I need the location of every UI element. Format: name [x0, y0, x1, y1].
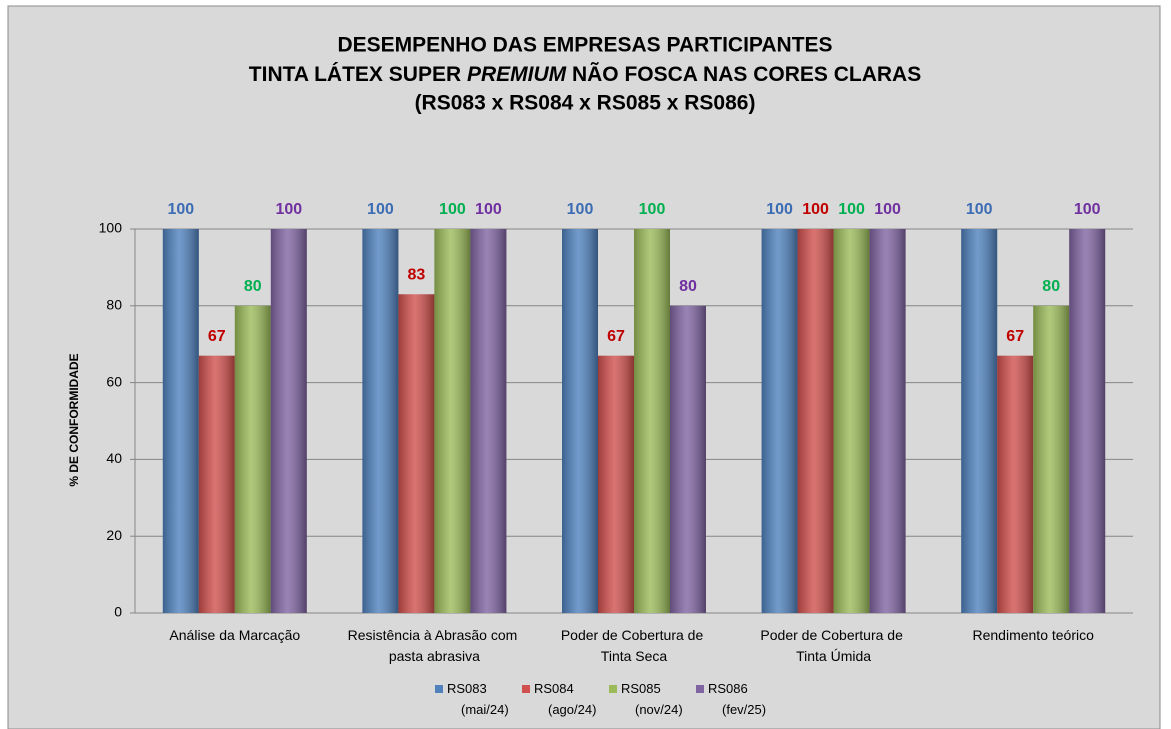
- legend-swatch: [609, 685, 617, 693]
- legend-label: RS085 (nov/24): [621, 681, 683, 717]
- bar-shade: [562, 229, 598, 613]
- chart-title-part: NÃO FOSCA NAS CORES CLARAS: [566, 63, 921, 86]
- legend-swatch: [696, 685, 704, 693]
- y-tick-label: 20: [106, 527, 122, 543]
- chart-title-part: PREMIUM: [467, 63, 567, 86]
- legend-swatch: [522, 685, 530, 693]
- value-label: 100: [639, 201, 666, 218]
- value-label: 100: [475, 201, 502, 218]
- value-label: 67: [1006, 328, 1024, 345]
- value-label: 100: [275, 201, 302, 218]
- y-tick-label: 0: [114, 604, 122, 620]
- bar-shade: [398, 294, 435, 613]
- value-label: 83: [408, 266, 426, 283]
- x-tick-label: Resistência à Abrasão com pasta abrasiva: [348, 627, 522, 664]
- bar-shade: [670, 305, 706, 613]
- value-label: 100: [367, 201, 394, 218]
- bar-shade: [362, 229, 399, 613]
- bar-shade: [162, 229, 199, 613]
- x-tick-label: Rendimento teórico: [972, 627, 1094, 643]
- bar-shade: [634, 229, 670, 613]
- value-label: 100: [167, 201, 194, 218]
- chart-title: DESEMPENHO DAS EMPRESAS PARTICIPANTES: [337, 34, 832, 57]
- value-label: 100: [966, 201, 993, 218]
- bar-shade: [797, 229, 834, 613]
- bar-shade: [234, 305, 271, 613]
- bar-shade: [1069, 229, 1106, 613]
- bar-shade: [869, 229, 906, 613]
- legend-swatch: [435, 685, 443, 693]
- bar-shade: [1033, 305, 1070, 613]
- bar-shade: [961, 229, 998, 613]
- y-tick-label: 80: [106, 297, 122, 313]
- bar-shade: [434, 229, 471, 613]
- value-label: 100: [567, 201, 594, 218]
- x-tick-label: Análise da Marcação: [169, 627, 300, 643]
- legend-label: RS086 (fev/25): [708, 681, 766, 717]
- value-label: 100: [874, 201, 901, 218]
- bar-shade: [761, 229, 798, 613]
- value-label: 80: [679, 278, 697, 295]
- value-label: 100: [439, 201, 466, 218]
- bar-shade: [198, 355, 235, 613]
- value-label: 100: [802, 201, 829, 218]
- legend-label: RS084 (ago/24): [534, 681, 596, 717]
- value-label: 100: [838, 201, 865, 218]
- value-label: 67: [607, 328, 625, 345]
- value-label: 100: [1074, 201, 1101, 218]
- chart-title: TINTA LÁTEX SUPER PREMIUM NÃO FOSCA NAS …: [249, 63, 921, 86]
- bar-shade: [997, 355, 1034, 613]
- bar-shade: [833, 229, 870, 613]
- y-axis-label: % DE CONFORMIDADE: [67, 353, 81, 486]
- value-label: 67: [208, 328, 226, 345]
- y-tick-label: 100: [99, 220, 123, 236]
- value-label: 100: [766, 201, 793, 218]
- legend-label: RS083 (mai/24): [447, 681, 509, 717]
- chart-title: (RS083 x RS084 x RS085 x RS086): [415, 92, 756, 115]
- y-tick-label: 60: [106, 373, 122, 389]
- value-label: 80: [1042, 278, 1060, 295]
- bar-shade: [598, 355, 634, 613]
- chart-title-part: TINTA LÁTEX SUPER: [249, 63, 467, 86]
- y-tick-label: 40: [106, 450, 122, 466]
- value-label: 80: [244, 278, 262, 295]
- x-tick-label: Poder de Cobertura de Tinta Seca: [561, 627, 707, 664]
- bar-shade: [270, 229, 307, 613]
- bar-shade: [470, 229, 507, 613]
- x-tick-label: Poder de Cobertura de Tinta Úmida: [760, 627, 906, 664]
